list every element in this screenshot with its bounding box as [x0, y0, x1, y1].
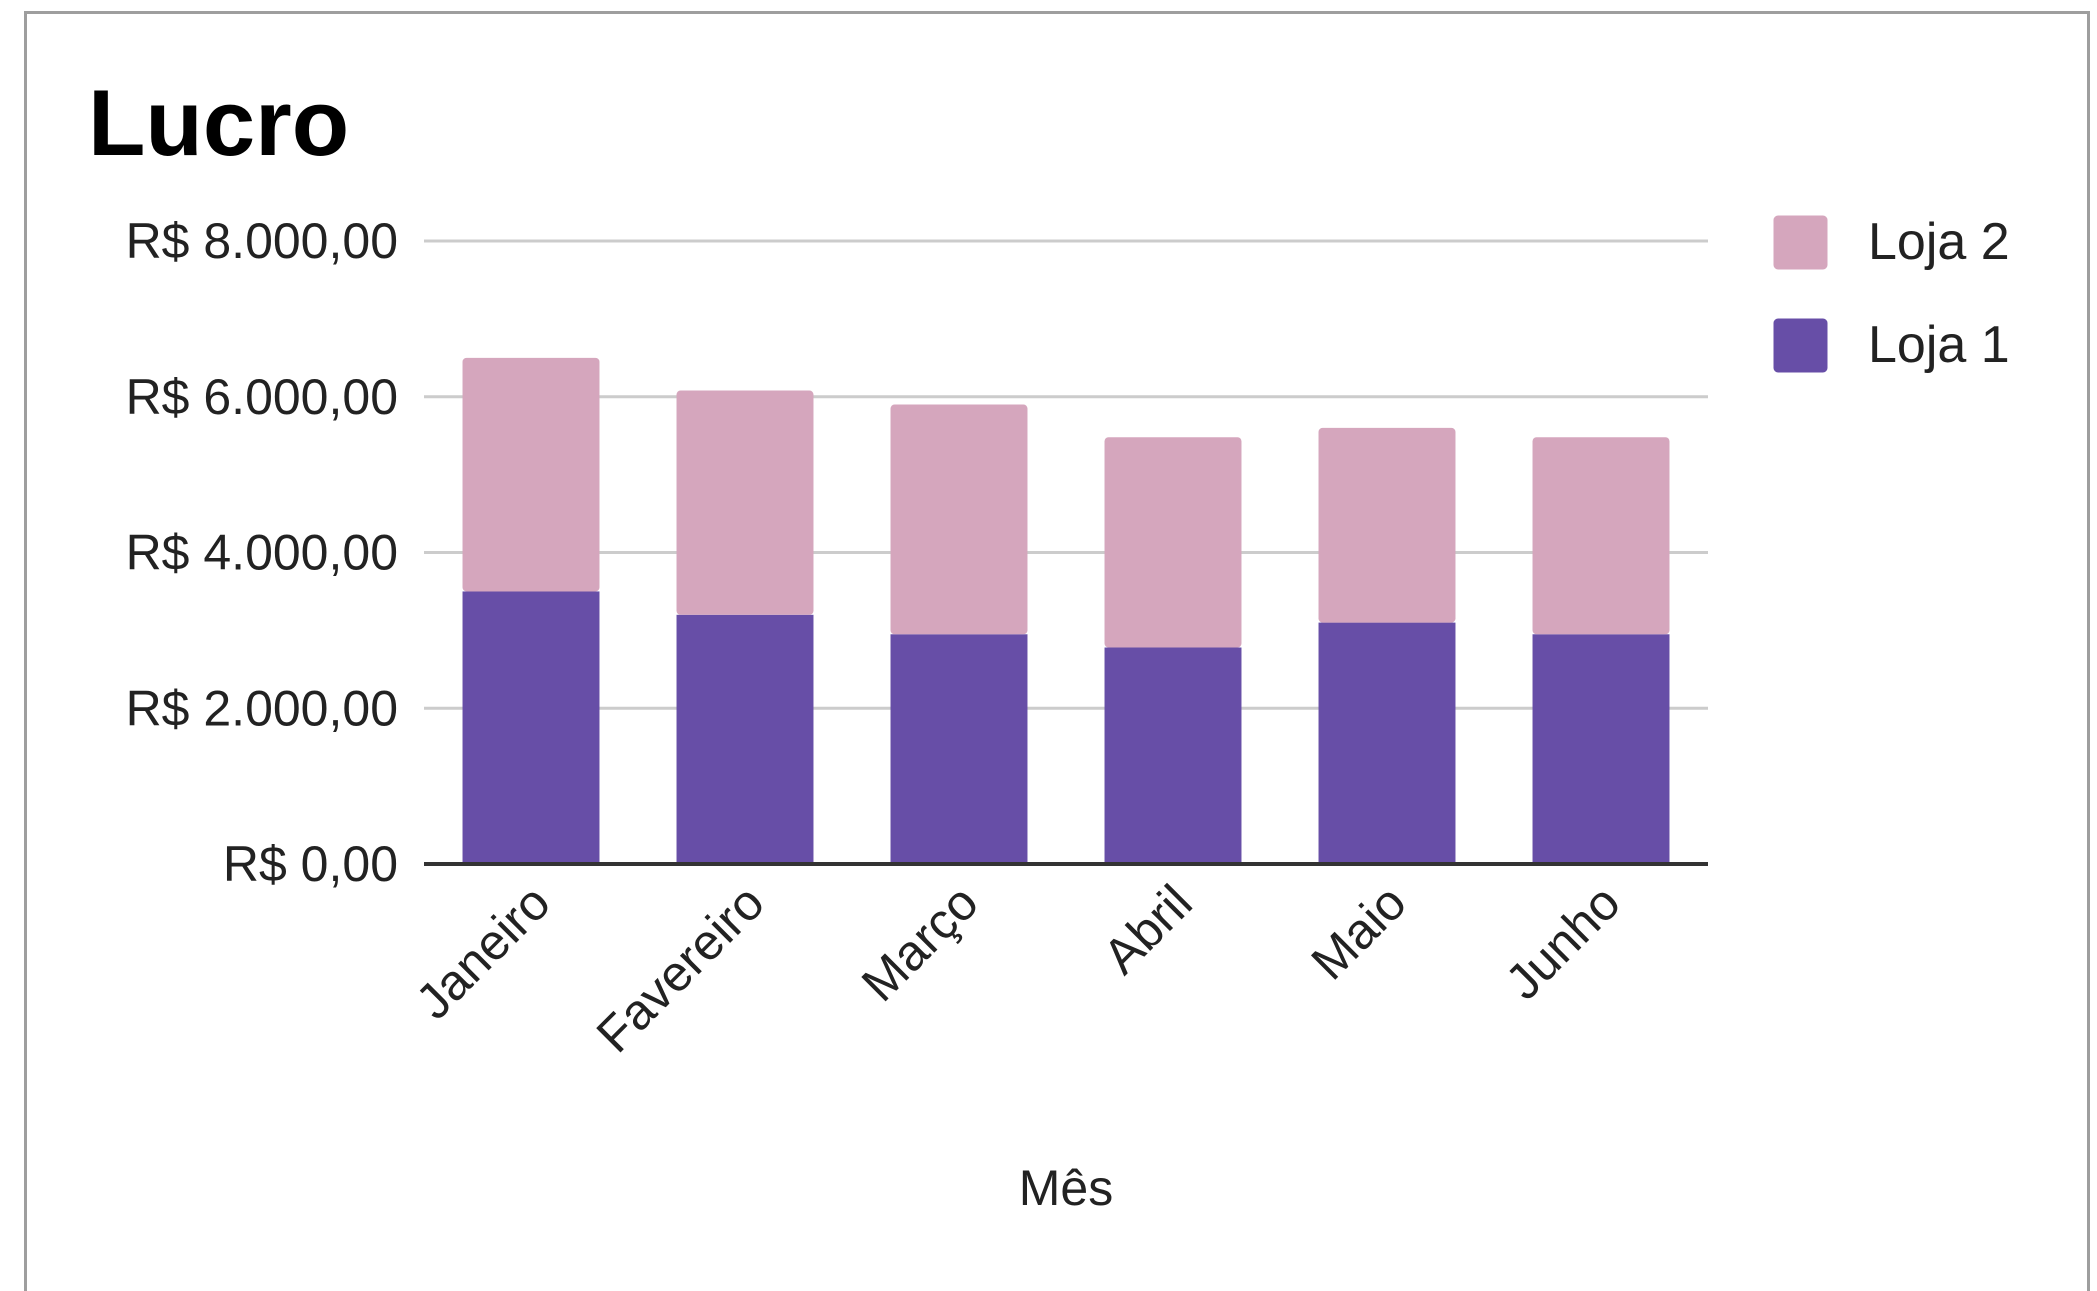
x-tick-label: Junho	[1495, 874, 1631, 1010]
y-tick-label: R$ 4.000,00	[126, 525, 398, 581]
x-tick-label: Março	[851, 874, 989, 1012]
legend: Loja 2 Loja 1	[1770, 212, 2010, 376]
bar-loja-1-junho	[1532, 634, 1670, 864]
bar-loja-1-janeiro	[462, 591, 600, 864]
y-tick-label: R$ 8.000,00	[126, 213, 398, 269]
gridlines	[424, 239, 1708, 710]
x-tick-label: Favereiro	[586, 874, 775, 1063]
x-tick-label: Maio	[1301, 874, 1417, 990]
x-axis-ticks: Janeiro Favereiro Março Abril Maio Junho	[405, 874, 1631, 1063]
bar-loja-2-junho	[1532, 437, 1670, 635]
x-axis-label: Mês	[1019, 1160, 1113, 1216]
bar-loja-2-março	[890, 404, 1028, 635]
y-tick-label: R$ 6.000,00	[126, 369, 398, 425]
y-axis-ticks: R$ 0,00 R$ 2.000,00 R$ 4.000,00 R$ 6.000,00…	[126, 213, 398, 892]
chart-title: Lucro	[88, 70, 349, 175]
bar-loja-2-abril	[1104, 437, 1242, 648]
legend-swatch-loja-1	[1770, 315, 1831, 376]
x-tick-label: Abril	[1092, 874, 1202, 984]
legend-swatch-loja-2	[1770, 212, 1831, 273]
bar-loja-1-favereiro	[676, 614, 814, 864]
y-tick-label: R$ 0,00	[223, 836, 398, 892]
bar-loja-2-favereiro	[676, 390, 814, 615]
bar-loja-1-março	[890, 634, 1028, 864]
bar-loja-1-abril	[1104, 647, 1242, 864]
x-tick-label: Janeiro	[405, 874, 561, 1030]
y-tick-label: R$ 2.000,00	[126, 680, 398, 736]
bar-loja-2-janeiro	[462, 357, 600, 592]
legend-label: Loja 1	[1868, 316, 2010, 374]
chart-frame	[24, 11, 2090, 1291]
legend-label: Loja 2	[1868, 213, 2010, 271]
bar-loja-2-maio	[1318, 427, 1456, 623]
bar-loja-1-maio	[1318, 622, 1456, 864]
bars	[462, 357, 1670, 864]
